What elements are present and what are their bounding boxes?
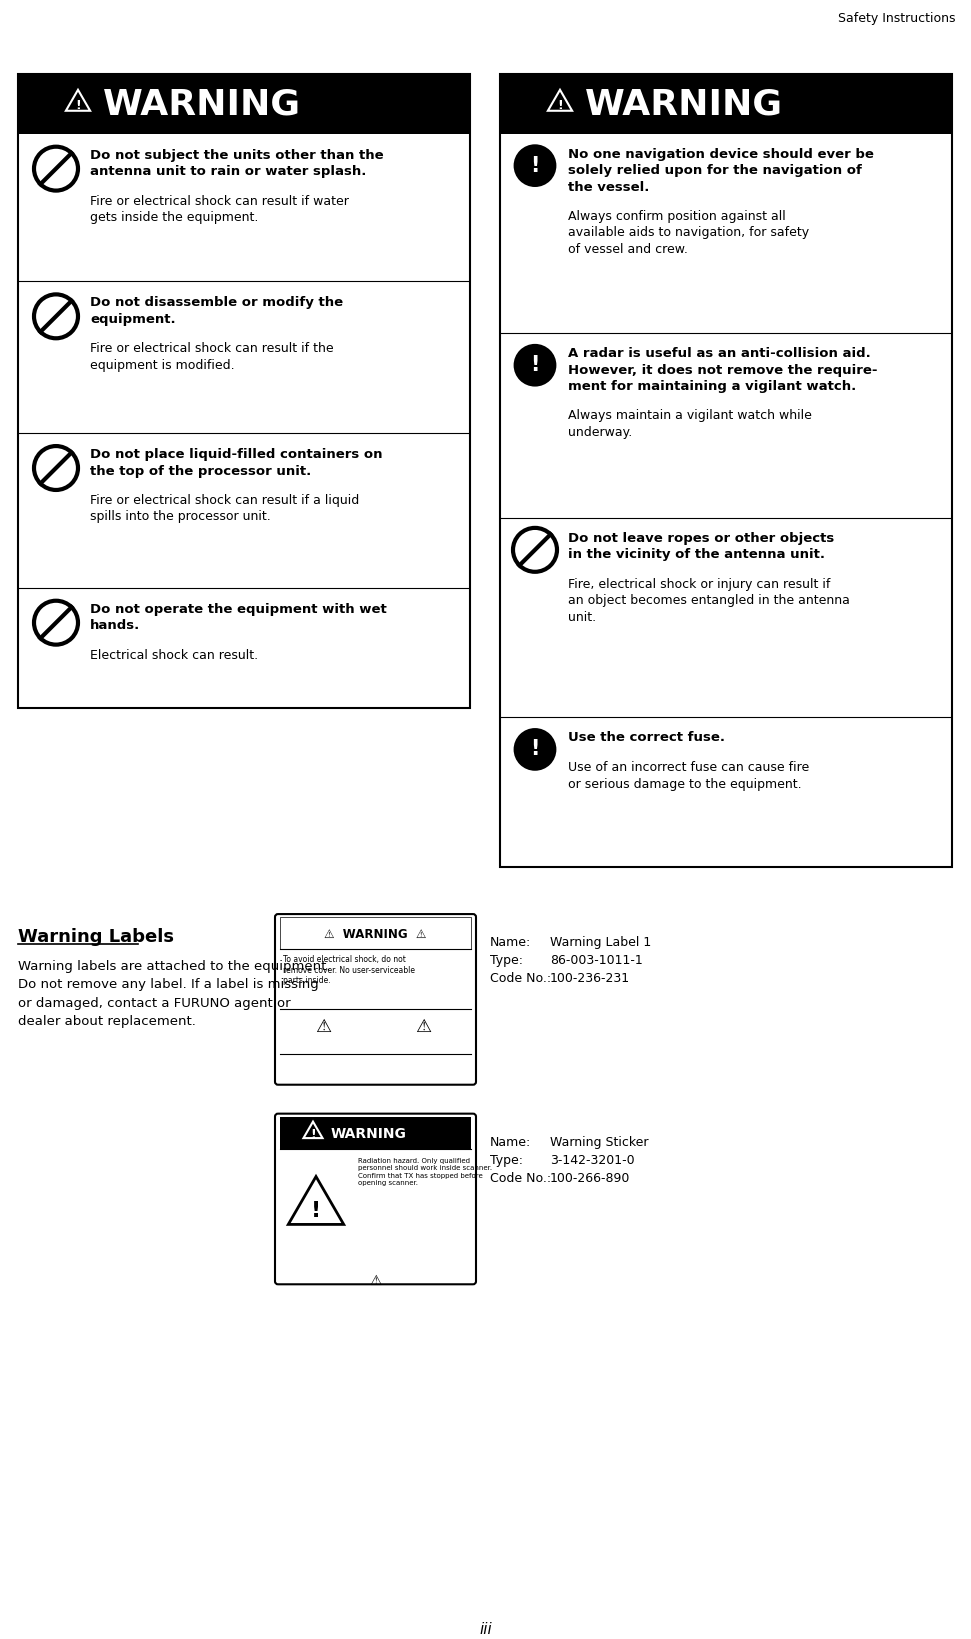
Text: Do not subject the units other than the
antenna unit to rain or water splash.: Do not subject the units other than the … [90,149,384,179]
Text: Name:: Name: [490,936,531,949]
FancyBboxPatch shape [275,1115,476,1285]
Text: Always maintain a vigilant watch while
underway.: Always maintain a vigilant watch while u… [568,408,812,438]
FancyBboxPatch shape [18,75,470,134]
Text: Code No.:: Code No.: [490,1170,552,1183]
Circle shape [515,729,555,770]
FancyBboxPatch shape [500,75,952,867]
Text: 3-142-3201-0: 3-142-3201-0 [550,1152,635,1165]
Text: !: ! [311,1201,321,1221]
Text: !: ! [530,356,540,375]
FancyBboxPatch shape [280,1116,471,1149]
Text: iii: iii [479,1621,492,1636]
FancyBboxPatch shape [275,915,476,1085]
Text: Do not leave ropes or other objects
in the vicinity of the antenna unit.: Do not leave ropes or other objects in t… [568,531,834,561]
Text: Fire or electrical shock can result if the
equipment is modified.: Fire or electrical shock can result if t… [90,343,334,372]
Text: Warning labels are attached to the equipment.
Do not remove any label. If a labe: Warning labels are attached to the equip… [18,959,330,1028]
Text: Warning Sticker: Warning Sticker [550,1134,649,1147]
Text: !: ! [530,739,540,759]
Text: !: ! [530,156,540,175]
Text: Fire, electrical shock or injury can result if
an object becomes entangled in th: Fire, electrical shock or injury can res… [568,577,850,623]
Text: A radar is useful as an anti-collision aid.
However, it does not remove the requ: A radar is useful as an anti-collision a… [568,347,878,393]
Text: Always confirm position against all
available aids to navigation, for safety
of : Always confirm position against all avai… [568,210,809,256]
Text: !: ! [75,100,81,111]
Text: Type:: Type: [490,1152,523,1165]
Text: To avoid electrical shock, do not
remove cover. No user-serviceable
parts inside: To avoid electrical shock, do not remove… [283,954,415,985]
Text: Type:: Type: [490,954,523,967]
Text: ⚠: ⚠ [415,1018,431,1036]
Text: WARNING: WARNING [585,89,783,121]
Text: Fire or electrical shock can result if a liquid
spills into the processor unit.: Fire or electrical shock can result if a… [90,493,359,523]
Circle shape [515,346,555,385]
Text: Use of an incorrect fuse can cause fire
or serious damage to the equipment.: Use of an incorrect fuse can cause fire … [568,760,809,790]
Text: 100-236-231: 100-236-231 [550,972,630,985]
Text: Warning Label 1: Warning Label 1 [550,936,652,949]
Text: !: ! [310,1128,316,1141]
FancyBboxPatch shape [280,918,471,949]
Text: !: ! [557,100,563,111]
FancyBboxPatch shape [18,75,470,708]
Text: Radiation hazard. Only qualified
personnel should work inside scanner.
Confirm t: Radiation hazard. Only qualified personn… [358,1157,492,1185]
Text: ⚠: ⚠ [315,1018,331,1036]
Text: WARNING: WARNING [103,89,301,121]
Text: Do not place liquid-filled containers on
the top of the processor unit.: Do not place liquid-filled containers on… [90,447,383,477]
Text: 86-003-1011-1: 86-003-1011-1 [550,954,643,967]
Text: ⚠: ⚠ [369,1274,382,1288]
Circle shape [515,146,555,187]
Text: WARNING: WARNING [331,1126,407,1139]
Text: Safety Instructions: Safety Instructions [838,11,955,25]
Text: Name:: Name: [490,1134,531,1147]
Text: ⚠  WARNING  ⚠: ⚠ WARNING ⚠ [324,928,426,939]
Text: Do not disassemble or modify the
equipment.: Do not disassemble or modify the equipme… [90,297,343,326]
Text: 100-266-890: 100-266-890 [550,1170,630,1183]
Text: No one navigation device should ever be
solely relied upon for the navigation of: No one navigation device should ever be … [568,148,874,193]
Text: Code No.:: Code No.: [490,972,552,985]
Text: Do not operate the equipment with wet
hands.: Do not operate the equipment with wet ha… [90,603,386,633]
Text: Fire or electrical shock can result if water
gets inside the equipment.: Fire or electrical shock can result if w… [90,195,349,225]
FancyBboxPatch shape [500,75,952,134]
Text: Use the correct fuse.: Use the correct fuse. [568,731,725,744]
Text: Electrical shock can result.: Electrical shock can result. [90,649,258,661]
Text: Warning Labels: Warning Labels [18,928,174,946]
